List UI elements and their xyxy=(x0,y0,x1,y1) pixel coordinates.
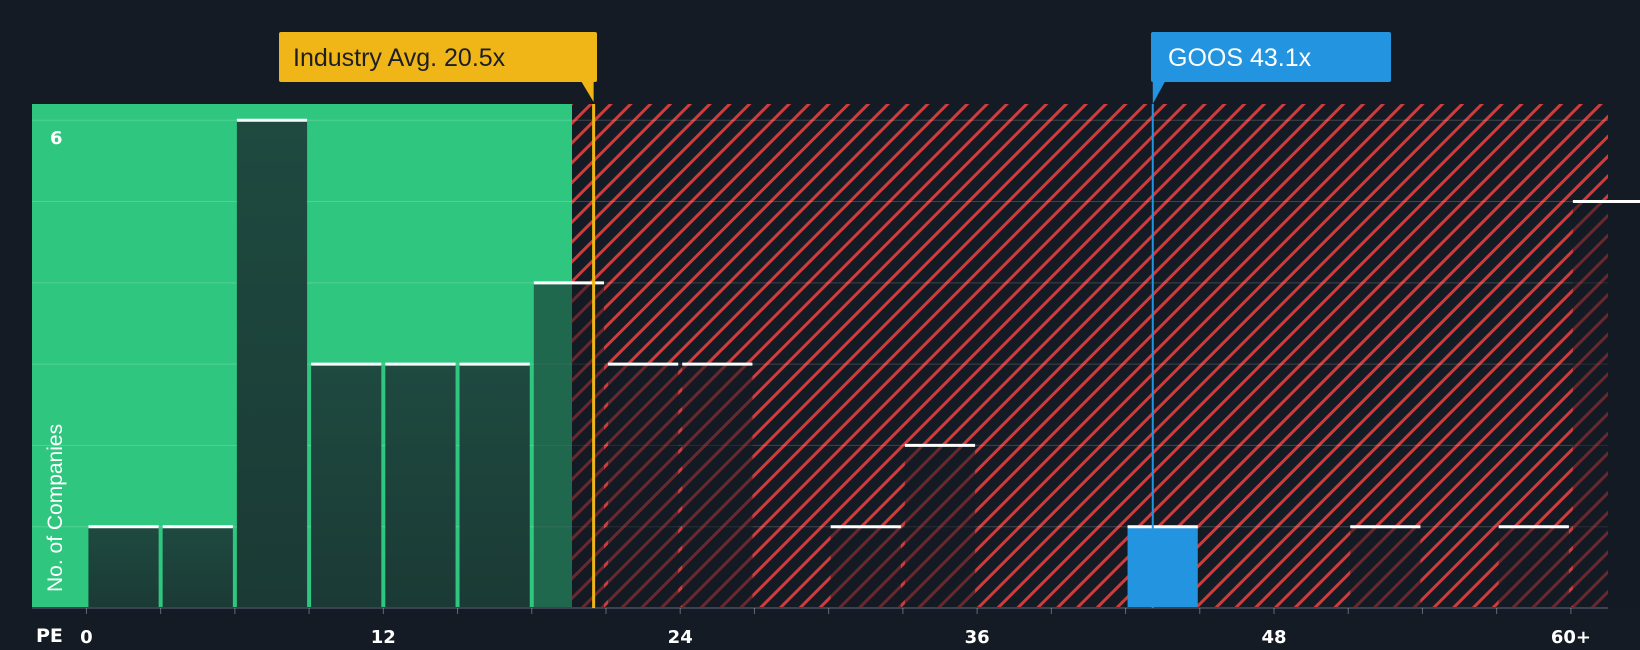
x-tick-label: 48 xyxy=(1261,627,1286,648)
histogram-bar xyxy=(830,526,901,608)
y-axis-label: No. of Companies xyxy=(44,424,67,592)
histogram-bar xyxy=(1572,201,1640,608)
company-callout-pointer xyxy=(1152,82,1165,104)
histogram-bar xyxy=(607,364,679,608)
y-tick-label: 6 xyxy=(50,128,63,149)
x-tick-label: 12 xyxy=(371,627,396,648)
histogram-bar xyxy=(904,445,976,608)
x-tick-label: 24 xyxy=(668,627,693,648)
industry-average-callout xyxy=(279,32,597,82)
histogram-bar xyxy=(311,364,382,608)
histogram-bar xyxy=(88,526,159,608)
industry-average-callout-pointer xyxy=(581,82,594,102)
histogram-bar xyxy=(236,120,308,609)
company-label: GOOS 43.1x xyxy=(1168,44,1312,72)
company-marker: GOOS 43.1x xyxy=(1151,32,1391,608)
x-tick-label: 60+ xyxy=(1551,627,1591,648)
histogram-bar xyxy=(1350,526,1421,608)
industry-average-label: Industry Avg. 20.5x xyxy=(293,44,506,72)
histogram-bar xyxy=(385,364,456,608)
x-tick-label: 36 xyxy=(965,627,990,648)
histogram-bar xyxy=(1498,526,1569,608)
histogram-bar xyxy=(459,364,530,608)
x-tick-label: 0 xyxy=(80,627,93,648)
histogram-bar xyxy=(682,364,753,608)
company-callout xyxy=(1151,32,1391,82)
histogram-bar xyxy=(162,526,233,608)
company-bar xyxy=(1127,526,1198,608)
industry-average-marker: Industry Avg. 20.5x xyxy=(279,32,597,608)
x-axis-label: PE xyxy=(36,625,63,647)
